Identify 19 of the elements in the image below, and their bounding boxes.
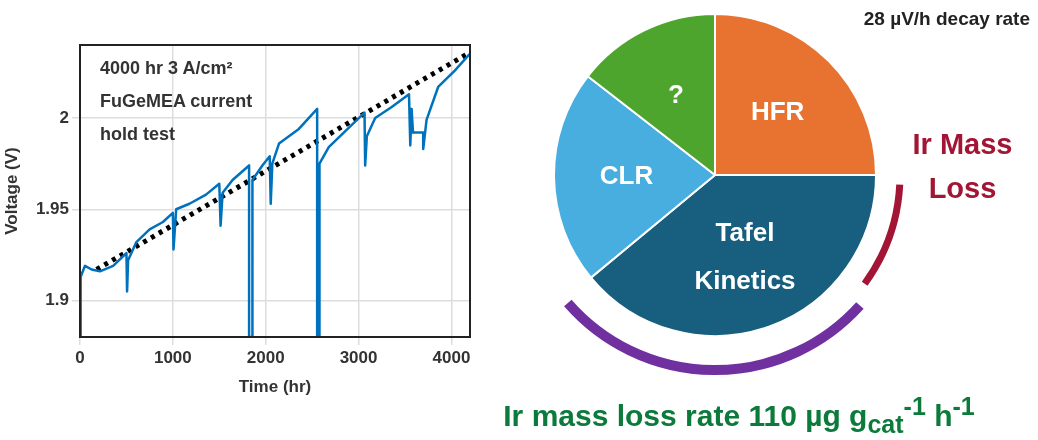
x-tick-label: 2000	[246, 347, 285, 367]
text: Ir Mass Loss	[911, 127, 1014, 206]
slice-label: CLR	[599, 159, 654, 190]
slice-label: Tafel Kinetics	[694, 217, 796, 296]
slice-label: ?	[668, 78, 684, 109]
y-tick-label: 1.9	[45, 290, 69, 310]
x-tick-label: 1000	[153, 347, 192, 367]
y-tick-label: 1.95	[35, 198, 69, 218]
x-tick-label: 4000	[432, 347, 471, 367]
y-axis-title: Voltage (V)	[1, 147, 21, 235]
slice-label: HFR	[750, 95, 805, 126]
x-axis-title: Time (hr)	[238, 377, 312, 397]
annotation: 4000 hr 3 A/cm²	[100, 57, 233, 78]
text: 28 µV/h decay rate	[863, 8, 1030, 30]
x-tick-label: 0	[75, 347, 85, 367]
annotation: FuGeMEA current hold test	[100, 90, 253, 144]
text: Ir mass loss rate 110 µg g$_{cat}$$^{-1}$ h$^{-1}$	[502, 392, 976, 439]
x-tick-label: 3000	[339, 347, 378, 367]
y-tick-label: 2	[59, 107, 69, 127]
